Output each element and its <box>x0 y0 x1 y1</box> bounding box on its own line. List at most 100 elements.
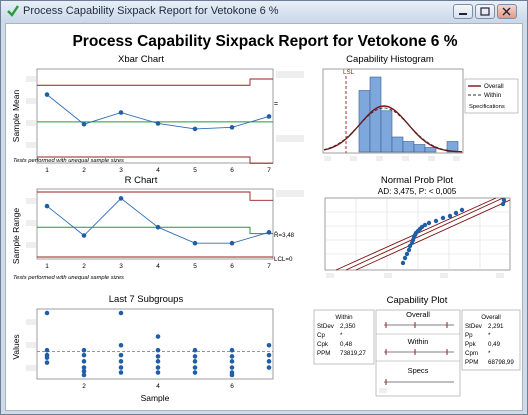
last7-point-3-3 <box>118 352 124 358</box>
last7-ytick-3 <box>26 365 36 371</box>
xbar-marks <box>37 78 273 164</box>
rchart-point-4 <box>155 224 161 230</box>
rchart-ytick-1 <box>26 198 36 204</box>
title-bar[interactable]: Process Capability Sixpack Report for Ve… <box>1 1 527 23</box>
prob-point-3 <box>404 251 410 257</box>
last7-point-4-1 <box>155 334 161 339</box>
prob-xtick-2 <box>384 273 392 278</box>
last7-xtick-6: 6 <box>230 383 234 390</box>
within-stats-box <box>313 309 375 365</box>
overall-pp-value: * <box>488 332 491 339</box>
last7-point-7-2 <box>266 352 272 358</box>
hist-bar-8 <box>402 141 415 153</box>
rchart-ytick-2 <box>26 220 36 226</box>
rchart-marks <box>37 191 273 258</box>
rchart-lcl-label: LCL=0 <box>274 256 293 263</box>
rchart-center-line <box>37 226 273 235</box>
maximize-button[interactable] <box>475 4 495 19</box>
overall-ppm-value: 68798,99 <box>488 359 514 366</box>
hist-overall-curve <box>323 105 463 153</box>
capability-plot: Capability Plot Within StDev 2,350 Cp * Cpk 0… <box>313 295 521 397</box>
hist-bar-10 <box>424 147 437 153</box>
hist-bar-9 <box>413 144 426 153</box>
minimize-icon <box>459 13 467 15</box>
hist-xtick-2 <box>350 156 357 161</box>
xbar-lcl-label <box>276 135 304 142</box>
prob-point-16 <box>433 218 439 224</box>
legend-specs-label: Specifications <box>469 104 505 110</box>
bar-overall-label: Overall <box>406 310 430 319</box>
histogram-legend <box>464 78 519 114</box>
within-stats-rows: StDev 2,350 Cp * Cpk 0,48 PPM 73819,27 <box>317 323 366 357</box>
hist-xtick-5 <box>428 156 435 161</box>
last7-point-3-5 <box>118 365 124 370</box>
xbar-xtick-4: 4 <box>156 167 160 174</box>
last7-point-3-2 <box>118 342 124 348</box>
overall-ppm-key: PPM <box>465 359 478 366</box>
legend-within-label: Within <box>484 92 502 99</box>
rchart-xticks: 1 2 3 4 5 6 7 <box>45 263 271 270</box>
rchart-point-1 <box>44 203 50 209</box>
last7-plot-area <box>36 308 274 380</box>
xbar-point-4 <box>155 121 161 126</box>
report-canvas: Process Capability Sixpack Report for Ve… <box>5 23 523 411</box>
last7-point-4-2 <box>155 347 161 353</box>
probplot-points <box>400 197 507 266</box>
rchart-ucl-line <box>37 191 273 201</box>
prob-point-20 <box>459 207 465 213</box>
overall-ppk-value: 0,49 <box>488 341 501 348</box>
within-ppm-key: PPM <box>317 350 330 357</box>
xbar-point-6 <box>229 125 235 130</box>
hist-xtick-6 <box>453 156 460 161</box>
overall-stats-box <box>461 309 521 371</box>
rchart-xtick-7: 7 <box>267 263 271 270</box>
xbar-lcl-line <box>37 156 273 164</box>
hist-bar-4 <box>358 90 371 153</box>
overall-ppk-key: Ppk <box>465 341 477 348</box>
last7-point-4-6 <box>155 370 161 375</box>
rchart-rbar-label: R̄=3,48 <box>274 232 295 239</box>
histogram-title: Capability Histogram <box>346 54 434 65</box>
last7-point-6-2 <box>229 354 235 359</box>
last7-point-5-2 <box>192 354 198 359</box>
last7-point-1-4 <box>44 355 50 360</box>
last7-point-2-6 <box>81 372 87 378</box>
last7-point-2-5 <box>81 368 87 374</box>
xbar-xtick-6: 6 <box>230 167 234 174</box>
rchart-ytick-3 <box>26 242 36 248</box>
minimize-button[interactable] <box>453 4 473 19</box>
prob-point-4 <box>406 247 412 253</box>
within-cpk-value: 0,48 <box>340 341 353 348</box>
xbar-point-5 <box>192 126 198 132</box>
report-title: Process Capability Sixpack Report for Ve… <box>72 33 457 50</box>
overall-stats-rows: StDev 2,291 Pp * Ppk 0,49 Cpm * PPM 68798,99 <box>465 323 514 366</box>
xbar-ytick-1 <box>26 76 36 82</box>
last7-xlabel: Sample <box>141 393 170 403</box>
probplot-fit-line <box>345 197 504 271</box>
xbar-note: Tests performed with unequal sample size… <box>13 158 124 164</box>
prob-xtick-4 <box>496 273 504 278</box>
rchart-point-7 <box>266 230 272 235</box>
last7-point-7-1 <box>266 342 272 348</box>
hist-within-curve <box>323 107 463 153</box>
overall-cpm-value: * <box>488 350 491 357</box>
probplot-subtitle: AD: 3,475, P: < 0,005 <box>378 187 457 196</box>
rchart-point-3 <box>118 196 124 201</box>
rchart-ylabel: Sample Range <box>11 208 21 265</box>
close-button[interactable] <box>497 4 517 19</box>
last7-point-1-5 <box>44 360 50 365</box>
xbar-xticks: 1 2 3 4 5 6 7 <box>45 167 271 174</box>
bar-specs-label: Specs <box>408 366 429 375</box>
last7-point-5-1 <box>192 347 198 353</box>
last7-point-1-2 <box>44 347 50 353</box>
xbar-xtick-1: 1 <box>45 167 49 174</box>
last7-point-5-3 <box>192 359 198 364</box>
rchart-note: Tests performed with unequal sample size… <box>13 275 124 281</box>
hist-bar-7 <box>391 136 404 153</box>
xbar-point-1 <box>44 92 50 97</box>
normal-prob-plot: Normal Prob Plot AD: 3,475, P: < 0,005 <box>324 175 511 278</box>
last7-point-2-3 <box>81 359 87 364</box>
last7-ylabel: Values <box>11 334 21 359</box>
last7-title: Last 7 Subgroups <box>109 294 184 305</box>
